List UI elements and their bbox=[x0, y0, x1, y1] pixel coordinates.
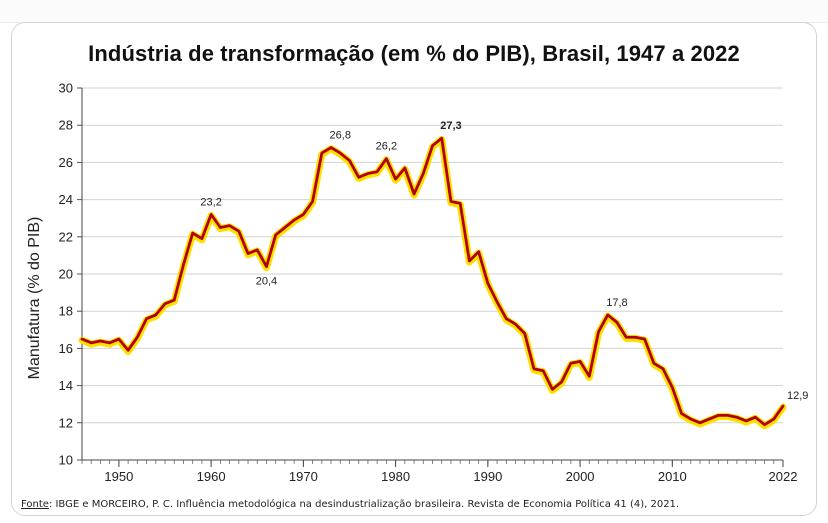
data-label: 23,2 bbox=[200, 196, 221, 208]
data-label: 20,4 bbox=[256, 276, 277, 288]
axes bbox=[81, 88, 783, 461]
top-strip bbox=[0, 0, 828, 23]
y-tick-label: 26 bbox=[59, 155, 73, 170]
y-tick-label: 20 bbox=[59, 267, 73, 282]
series-line bbox=[80, 136, 785, 427]
y-tick-label: 12 bbox=[59, 415, 73, 430]
chart-title: Indústria de transformação (em % do PIB)… bbox=[88, 41, 740, 66]
series-lines bbox=[78, 135, 787, 430]
data-labels: 23,2 20,4 26,8 26,2 27,3 17,8 12,9 bbox=[200, 120, 808, 402]
x-axis-ticks: 1950 1960 1970 1980 1990 2000 2010 2022 bbox=[81, 460, 798, 484]
y-axis-label: Manufatura (% do PIB) bbox=[26, 217, 43, 380]
series-glow-line bbox=[78, 135, 787, 430]
source-text: : IBGE e MORCEIRO, P. C. Influência meto… bbox=[48, 499, 680, 510]
x-tick-label: 1990 bbox=[473, 469, 502, 484]
y-tick-label: 10 bbox=[59, 453, 73, 468]
source-label: Fonte bbox=[21, 499, 49, 510]
data-label: 17,8 bbox=[606, 297, 627, 309]
y-tick-label: 24 bbox=[59, 192, 73, 207]
x-tick-label: 1970 bbox=[289, 469, 318, 484]
y-tick-label: 22 bbox=[59, 229, 73, 244]
y-tick-label: 18 bbox=[59, 304, 73, 319]
y-tick-label: 28 bbox=[59, 118, 73, 133]
gridlines bbox=[82, 87, 783, 424]
data-label: 26,8 bbox=[330, 130, 351, 142]
data-label: 27,3 bbox=[440, 120, 461, 132]
data-label: 12,9 bbox=[787, 390, 808, 402]
chart-card: Indústria de transformação (em % do PIB)… bbox=[11, 22, 817, 516]
x-tick-label: 1950 bbox=[104, 469, 133, 484]
x-tick-label: 2022 bbox=[769, 469, 798, 484]
x-tick-label: 1980 bbox=[381, 469, 410, 484]
y-tick-label: 14 bbox=[59, 378, 73, 393]
data-label: 26,2 bbox=[376, 141, 397, 153]
x-tick-label: 2000 bbox=[566, 469, 595, 484]
source-note: Fonte: IBGE e MORCEIRO, P. C. Influência… bbox=[21, 499, 679, 510]
x-tick-label: 2010 bbox=[658, 469, 687, 484]
y-tick-label: 16 bbox=[59, 341, 73, 356]
y-tick-label: 30 bbox=[59, 81, 73, 96]
x-tick-label: 1960 bbox=[197, 469, 226, 484]
y-axis-ticks: 10 12 14 16 18 20 22 24 26 28 30 bbox=[59, 81, 82, 468]
